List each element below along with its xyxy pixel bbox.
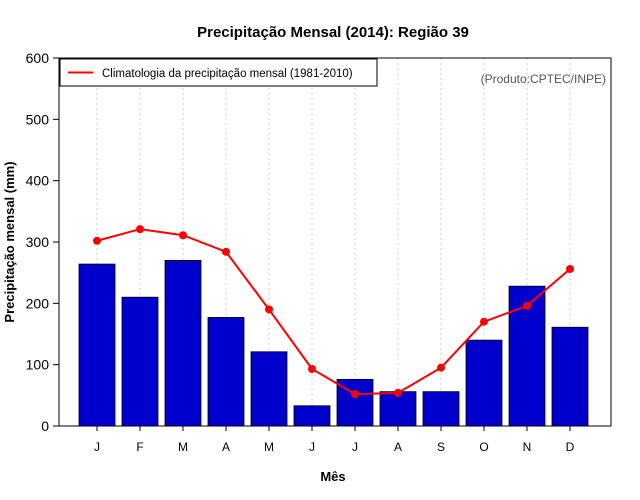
x-tick-label: F bbox=[136, 440, 143, 454]
y-tick-label: 0 bbox=[41, 418, 49, 434]
bar bbox=[551, 326, 589, 427]
x-axis-label: Mês bbox=[320, 469, 345, 484]
climatology-point bbox=[437, 363, 445, 372]
y-axis-label: Precipitação mensal (mm) bbox=[2, 161, 17, 322]
x-tick-label: N bbox=[523, 440, 532, 454]
y-tick-label: 500 bbox=[26, 111, 50, 127]
bar bbox=[78, 263, 116, 427]
bars bbox=[78, 259, 589, 427]
legend-box bbox=[59, 58, 378, 87]
x-tick-label: A bbox=[222, 440, 230, 454]
bar bbox=[207, 317, 245, 427]
climatology-point bbox=[308, 364, 316, 373]
legend-label: Climatologia da precipitação mensal (198… bbox=[102, 68, 353, 80]
y-axis: 0 100 200 300 400 500 600 bbox=[26, 50, 59, 434]
x-tick-label: M bbox=[178, 440, 188, 454]
y-tick-label: 600 bbox=[26, 50, 50, 66]
climatology-point bbox=[136, 225, 144, 234]
legend: Climatologia da precipitação mensal (198… bbox=[59, 58, 378, 87]
y-tick-label: 200 bbox=[26, 295, 50, 311]
climatology-point bbox=[523, 301, 531, 310]
chart-title: Precipitação Mensal (2014): Região 39 bbox=[197, 24, 469, 41]
bar bbox=[293, 405, 331, 427]
y-tick-label: 400 bbox=[26, 173, 50, 189]
climatology-point bbox=[93, 236, 101, 245]
x-tick-label: J bbox=[352, 440, 358, 454]
climatology-point bbox=[222, 247, 230, 256]
climatology-point bbox=[265, 305, 273, 314]
plot-frame bbox=[58, 57, 612, 427]
climatology-polyline bbox=[96, 228, 571, 396]
climatology-point bbox=[480, 317, 488, 326]
climatology-point bbox=[394, 388, 402, 397]
y-tick-label: 100 bbox=[26, 357, 50, 373]
y-tick-label: 300 bbox=[26, 234, 50, 250]
source-annotation: (Produto:CPTEC/INPE) bbox=[481, 72, 606, 86]
climatology-line bbox=[93, 225, 574, 399]
climatology-point bbox=[179, 231, 187, 240]
bar bbox=[422, 391, 460, 427]
bar bbox=[465, 339, 503, 427]
x-tick-label: M bbox=[264, 440, 274, 454]
x-tick-label: O bbox=[479, 440, 488, 454]
climatology-point bbox=[566, 264, 574, 273]
x-tick-label: J bbox=[309, 440, 315, 454]
x-tick-label: A bbox=[394, 440, 402, 454]
bar bbox=[250, 351, 288, 427]
x-tick-label: J bbox=[94, 440, 100, 454]
bar bbox=[336, 378, 374, 427]
climatology-point bbox=[351, 390, 359, 399]
bar bbox=[121, 296, 159, 427]
x-tick-label: S bbox=[437, 440, 445, 454]
x-tick-label: D bbox=[566, 440, 575, 454]
bar bbox=[164, 259, 202, 427]
